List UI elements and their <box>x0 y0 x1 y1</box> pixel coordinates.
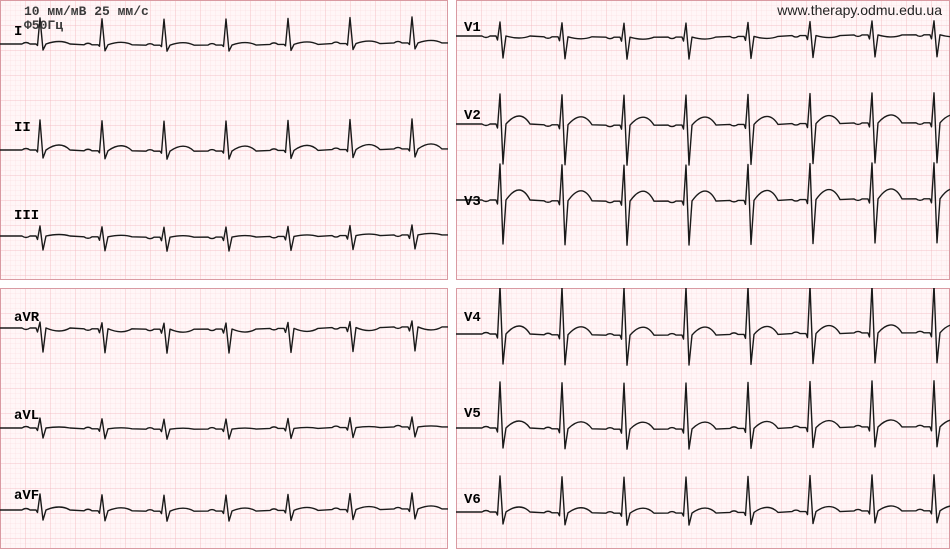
lead-label-v1: V1 <box>462 20 483 36</box>
lead-label-v2: V2 <box>462 108 483 124</box>
ecg-trace-v6 <box>456 475 950 525</box>
lead-label-v6: V6 <box>462 492 483 508</box>
watermark-text: www.therapy.odmu.edu.ua <box>777 2 942 18</box>
ecg-trace-iii <box>0 225 448 251</box>
lead-label-avf: aVF <box>12 488 41 504</box>
ecg-trace-avf <box>0 493 448 521</box>
ecg-panel-bl: aVR aVL aVF <box>0 288 448 549</box>
ecg-panel-tl: IIIIII <box>0 0 448 280</box>
ecg-trace-v1 <box>456 21 950 59</box>
ecg-trace-avr <box>0 321 448 353</box>
ecg-trace-v4 <box>456 288 950 365</box>
lead-label-avr: aVR <box>12 310 41 326</box>
ecg-panel-br: V4 V5 V6 <box>456 288 950 549</box>
ecg-trace-v2 <box>456 93 950 165</box>
lead-label-ii: II <box>12 120 33 136</box>
lead-label-v5: V5 <box>462 406 483 422</box>
panel-gap-vertical <box>448 0 456 549</box>
ecg-trace-layer <box>456 0 950 280</box>
ecg-trace-layer <box>456 288 950 549</box>
ecg-trace-layer <box>0 288 448 549</box>
calibration-line-1: 10 мм/мВ 25 мм/с <box>24 4 149 19</box>
lead-label-v3: V3 <box>462 194 483 210</box>
lead-label-v4: V4 <box>462 310 483 326</box>
lead-label-iii: III <box>12 208 41 224</box>
lead-label-avl: aVL <box>12 408 41 424</box>
ecg-root: IIIIIIV1V2V3aVRaVLaVFV4V5V6www.therapy.o… <box>0 0 950 549</box>
ecg-trace-avl <box>0 417 448 439</box>
ecg-trace-v3 <box>456 163 950 245</box>
panel-gap-horizontal <box>0 280 950 288</box>
ecg-panel-tr: V1 V2 V3 <box>456 0 950 280</box>
ecg-trace-i <box>0 17 448 51</box>
ecg-trace-layer <box>0 0 448 280</box>
ecg-trace-v5 <box>456 381 950 449</box>
lead-label-i: I <box>12 24 24 40</box>
calibration-line-2: Ф50Гц <box>24 18 63 33</box>
ecg-trace-ii <box>0 119 448 159</box>
